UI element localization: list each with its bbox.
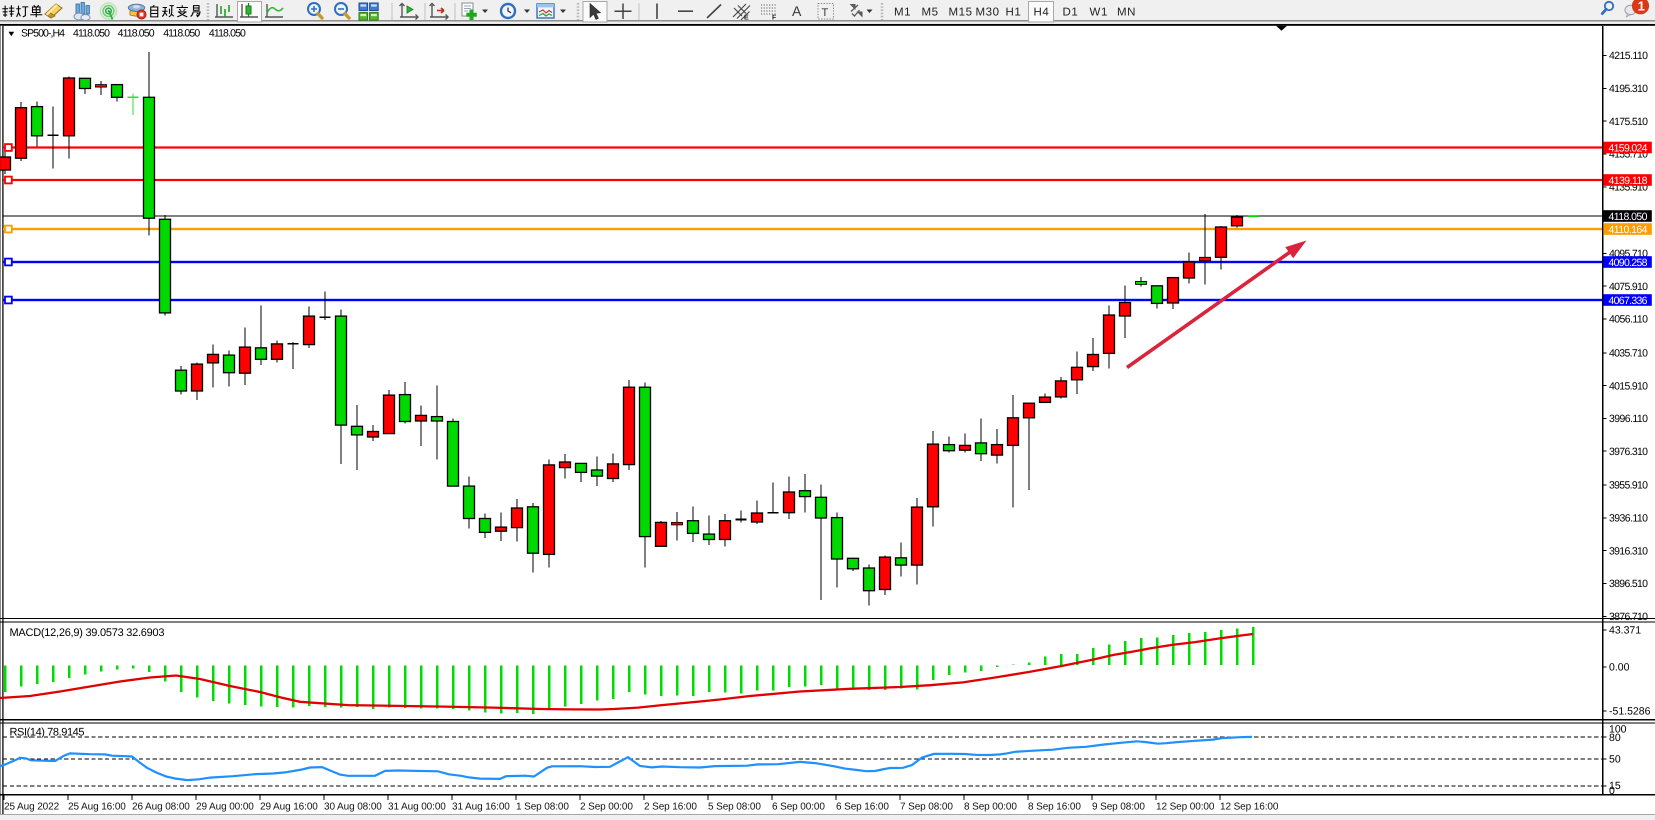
svg-text:E: E	[744, 15, 749, 22]
svg-text:3996.110: 3996.110	[1609, 413, 1648, 425]
svg-text:3896.510: 3896.510	[1609, 578, 1648, 590]
svg-text:100: 100	[1609, 724, 1627, 736]
svg-text:31 Aug 16:00: 31 Aug 16:00	[452, 801, 510, 812]
svg-text:4118.050: 4118.050	[209, 27, 246, 39]
svg-text:A: A	[792, 3, 802, 19]
svg-text:25 Aug 16:00: 25 Aug 16:00	[68, 801, 126, 812]
svg-text:0: 0	[1609, 785, 1615, 797]
svg-text:3976.310: 3976.310	[1609, 446, 1648, 458]
svg-text:12 Sep 16:00: 12 Sep 16:00	[1220, 801, 1279, 812]
svg-text:6 Sep 16:00: 6 Sep 16:00	[836, 801, 889, 812]
svg-text:6 Sep 00:00: 6 Sep 00:00	[772, 801, 825, 812]
svg-text:4159.024: 4159.024	[1609, 142, 1648, 154]
svg-text:4090.258: 4090.258	[1609, 257, 1648, 269]
svg-text:2 Sep 00:00: 2 Sep 00:00	[580, 801, 633, 812]
svg-text:3916.310: 3916.310	[1609, 545, 1648, 557]
svg-text:1 Sep 08:00: 1 Sep 08:00	[516, 801, 569, 812]
svg-text:4118.050: 4118.050	[118, 27, 155, 39]
svg-text:4075.910: 4075.910	[1609, 281, 1648, 293]
svg-text:M30: M30	[976, 7, 1000, 19]
svg-text:M1: M1	[894, 7, 911, 19]
svg-text:F: F	[772, 15, 777, 22]
svg-text:4110.164: 4110.164	[1609, 224, 1648, 236]
svg-text:D1: D1	[1063, 7, 1079, 19]
svg-text:50: 50	[1609, 754, 1621, 766]
svg-text:26 Aug 08:00: 26 Aug 08:00	[132, 801, 190, 812]
svg-text:3876.710: 3876.710	[1609, 611, 1648, 623]
svg-text:M15: M15	[949, 7, 973, 19]
svg-text:30 Aug 08:00: 30 Aug 08:00	[324, 801, 382, 812]
svg-text:4175.510: 4175.510	[1609, 116, 1648, 128]
svg-text:H4: H4	[1034, 7, 1050, 19]
svg-text:5 Sep 08:00: 5 Sep 08:00	[708, 801, 761, 812]
svg-text:4118.050: 4118.050	[163, 27, 200, 39]
svg-text:12 Sep 00:00: 12 Sep 00:00	[1156, 801, 1215, 812]
svg-text:4118.050: 4118.050	[1609, 211, 1648, 223]
svg-text:8 Sep 16:00: 8 Sep 16:00	[1028, 801, 1081, 812]
svg-text:-51.5286: -51.5286	[1609, 706, 1651, 718]
svg-text:SP500-,H4: SP500-,H4	[21, 27, 65, 39]
svg-text:4015.910: 4015.910	[1609, 380, 1648, 392]
svg-text:MACD(12,26,9) 39.0573 32.6903: MACD(12,26,9) 39.0573 32.6903	[10, 627, 165, 639]
svg-text:29 Aug 16:00: 29 Aug 16:00	[260, 801, 318, 812]
svg-text:3955.910: 3955.910	[1609, 480, 1648, 492]
svg-text:H1: H1	[1006, 7, 1022, 19]
svg-text:4215.110: 4215.110	[1609, 50, 1648, 62]
svg-text:29 Aug 00:00: 29 Aug 00:00	[196, 801, 254, 812]
svg-text:4118.050: 4118.050	[73, 27, 110, 39]
svg-text:25 Aug 2022: 25 Aug 2022	[4, 801, 60, 812]
svg-text:4056.110: 4056.110	[1609, 314, 1648, 326]
svg-text:MN: MN	[1117, 7, 1136, 19]
svg-text:7 Sep 08:00: 7 Sep 08:00	[900, 801, 953, 812]
svg-text:15: 15	[1609, 780, 1621, 792]
svg-text:RSI(14) 78.9145: RSI(14) 78.9145	[10, 727, 85, 739]
svg-text:W1: W1	[1090, 7, 1108, 19]
svg-text:31 Aug 00:00: 31 Aug 00:00	[388, 801, 446, 812]
svg-text:4067.336: 4067.336	[1609, 295, 1648, 307]
svg-text:2 Sep 16:00: 2 Sep 16:00	[644, 801, 697, 812]
svg-text:80: 80	[1609, 732, 1621, 744]
svg-text:T: T	[822, 7, 829, 19]
svg-text:0.00: 0.00	[1609, 662, 1630, 674]
svg-text:43.371: 43.371	[1609, 625, 1641, 637]
svg-text:4035.710: 4035.710	[1609, 348, 1648, 360]
svg-text:M5: M5	[922, 7, 939, 19]
svg-text:4195.310: 4195.310	[1609, 83, 1648, 95]
svg-text:9 Sep 08:00: 9 Sep 08:00	[1092, 801, 1145, 812]
svg-text:8 Sep 00:00: 8 Sep 00:00	[964, 801, 1017, 812]
svg-text:1: 1	[1638, 0, 1645, 13]
svg-text:4139.118: 4139.118	[1609, 175, 1648, 187]
svg-text:3936.110: 3936.110	[1609, 513, 1648, 525]
